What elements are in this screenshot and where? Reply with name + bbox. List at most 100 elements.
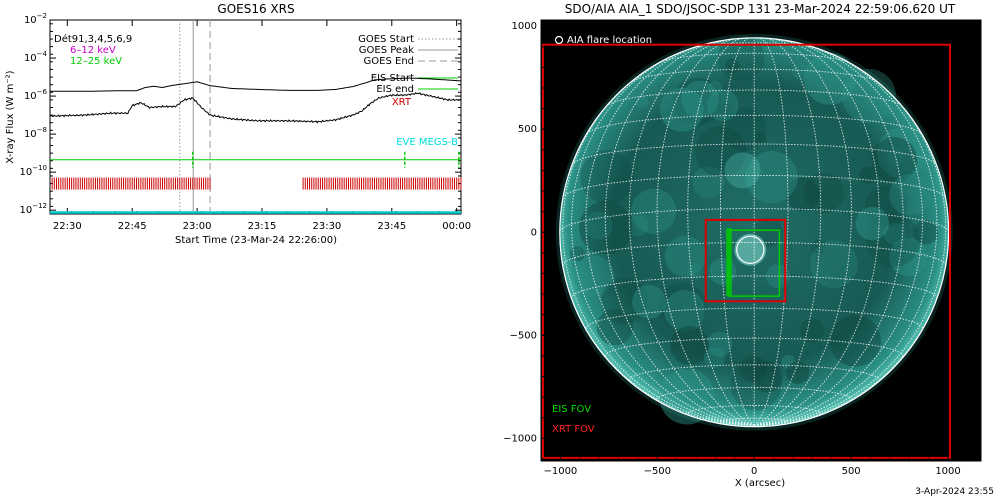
legend-xrt-label: XRT xyxy=(392,97,412,108)
longitude-line xyxy=(604,39,755,426)
legend-goes-end-label: GOES End xyxy=(364,56,414,67)
goes-legend-right: GOES Start GOES Peak GOES End EIS Start … xyxy=(358,34,458,148)
longitude-line xyxy=(754,73,947,426)
disk-texture xyxy=(803,172,845,214)
disk-texture xyxy=(739,355,767,383)
aia-heliographic-grid xyxy=(559,37,950,428)
aia-x-tick-label: 500 xyxy=(842,466,861,477)
longitude-line xyxy=(628,38,755,426)
goes-y-tick-label: 10−8 xyxy=(24,126,47,140)
flare-location-circle xyxy=(736,235,765,264)
aia-x-axis-label: X (arcsec) xyxy=(735,478,785,489)
disk-texture xyxy=(596,308,634,346)
longitude-line xyxy=(571,47,755,426)
disk-texture xyxy=(673,77,722,126)
disk-texture xyxy=(786,361,810,384)
goes-short-channel-line xyxy=(49,91,462,124)
disk-texture xyxy=(913,219,939,245)
disk-texture xyxy=(829,315,881,367)
goes-x-tick-label: 23:45 xyxy=(377,221,406,232)
legend-6-12kev-label: 6–12 keV xyxy=(70,45,116,56)
disk-texture xyxy=(670,326,710,366)
aia-y-tick-label: 1000 xyxy=(512,21,537,32)
goes-y-tick-label: 10−10 xyxy=(19,164,47,178)
disk-texture xyxy=(707,89,739,121)
legend-eis-end-label: EIS end xyxy=(376,84,414,95)
aia-solar-disk xyxy=(555,33,953,431)
eis-fov-label: EIS FOV xyxy=(552,404,591,415)
disk-texture xyxy=(754,132,768,145)
disk-texture xyxy=(709,257,737,286)
goes-x-tick-label: 22:30 xyxy=(53,221,82,232)
disk-texture xyxy=(601,277,648,324)
goes-y-tick-label: 10−6 xyxy=(24,88,48,102)
disk-texture xyxy=(707,331,733,357)
goes-x-tick-label: 00:00 xyxy=(442,221,471,232)
longitude-line xyxy=(720,37,755,426)
aia-fov-overlays xyxy=(541,43,951,459)
xrt-fov-label: XRT FOV xyxy=(552,424,595,435)
disk-texture xyxy=(657,282,707,332)
longitude-line xyxy=(562,73,755,426)
eve-megs-b-label: EVE MEGS-B xyxy=(396,137,458,148)
longitude-line xyxy=(754,39,904,426)
disk-texture xyxy=(792,62,810,80)
disk-texture xyxy=(745,151,798,204)
aia-x-tick-label: 0 xyxy=(751,466,757,477)
disk-texture xyxy=(717,34,765,82)
aia-chart-title: SDO/AIA AIA_1 SDO/JSOC-SDP 131 23-Mar-20… xyxy=(565,2,956,16)
latitude-line xyxy=(571,143,937,165)
disk-texture xyxy=(628,215,649,237)
active-region xyxy=(724,152,761,189)
longitude-line xyxy=(754,37,822,426)
latitude-line xyxy=(586,114,922,134)
latitude-line xyxy=(562,174,947,199)
latitude-line xyxy=(720,417,789,423)
aia-y-axis: 1000 500 0 −500 −1000 xyxy=(503,21,548,460)
disk-texture xyxy=(663,290,706,332)
disk-texture xyxy=(785,177,820,212)
disk-texture xyxy=(635,95,649,109)
disk-texture xyxy=(866,213,920,268)
goes-plot-frame xyxy=(49,19,462,215)
latitude-line xyxy=(605,89,903,107)
disk-texture xyxy=(707,80,723,96)
longitude-line xyxy=(754,41,924,426)
disk-texture xyxy=(803,52,856,105)
goes-x-axis-label: Start Time (23-Mar-24 22:26:00) xyxy=(175,235,337,246)
disk-texture xyxy=(664,235,706,277)
disk-texture xyxy=(730,359,782,411)
footer-timestamp: 3-Apr-2024 23:55 xyxy=(915,487,994,497)
goes-long-channel-line xyxy=(50,77,462,92)
legend-detector-label: Dét91,3,4,5,6,9 xyxy=(54,33,132,45)
disk-texture xyxy=(859,166,877,184)
longitude-line xyxy=(754,38,852,426)
aia-y-tick-label: −1000 xyxy=(503,433,537,444)
longitude-line xyxy=(753,37,789,426)
goes-y-tick-label: 10−12 xyxy=(19,202,47,216)
goes-xrs-chart: GOES16 XRS 10−2 10−4 10−6 10−8 10−10 10−12 22… xyxy=(5,2,471,246)
legend-12-25kev-label: 12–25 keV xyxy=(70,56,122,67)
aia-y-tick-label: 500 xyxy=(518,124,537,135)
disk-texture xyxy=(855,206,889,241)
disk-texture xyxy=(841,68,896,123)
disk-texture xyxy=(681,80,719,119)
disk-texture xyxy=(659,87,704,132)
xrt-fov-outer-box xyxy=(541,43,951,459)
disk-texture xyxy=(871,137,918,183)
disk-texture xyxy=(580,150,635,204)
legend-goes-peak-label: GOES Peak xyxy=(359,45,414,56)
longitude-line xyxy=(754,38,880,426)
goes-chart-title: GOES16 XRS xyxy=(217,2,294,16)
disk-texture xyxy=(887,148,905,166)
goes-y-axis-label: X-ray Flux (W m⁻²) xyxy=(5,70,16,163)
disk-texture xyxy=(632,284,666,319)
disk-texture xyxy=(889,174,931,216)
goes-y-tick-label: 10−4 xyxy=(24,50,48,64)
disk-texture xyxy=(695,126,747,178)
goes-x-tick-label: 22:45 xyxy=(118,221,147,232)
aia-y-tick-label: 0 xyxy=(531,227,537,238)
goes-data-layer xyxy=(49,20,462,214)
goes-x-tick-label: 23:15 xyxy=(248,221,277,232)
